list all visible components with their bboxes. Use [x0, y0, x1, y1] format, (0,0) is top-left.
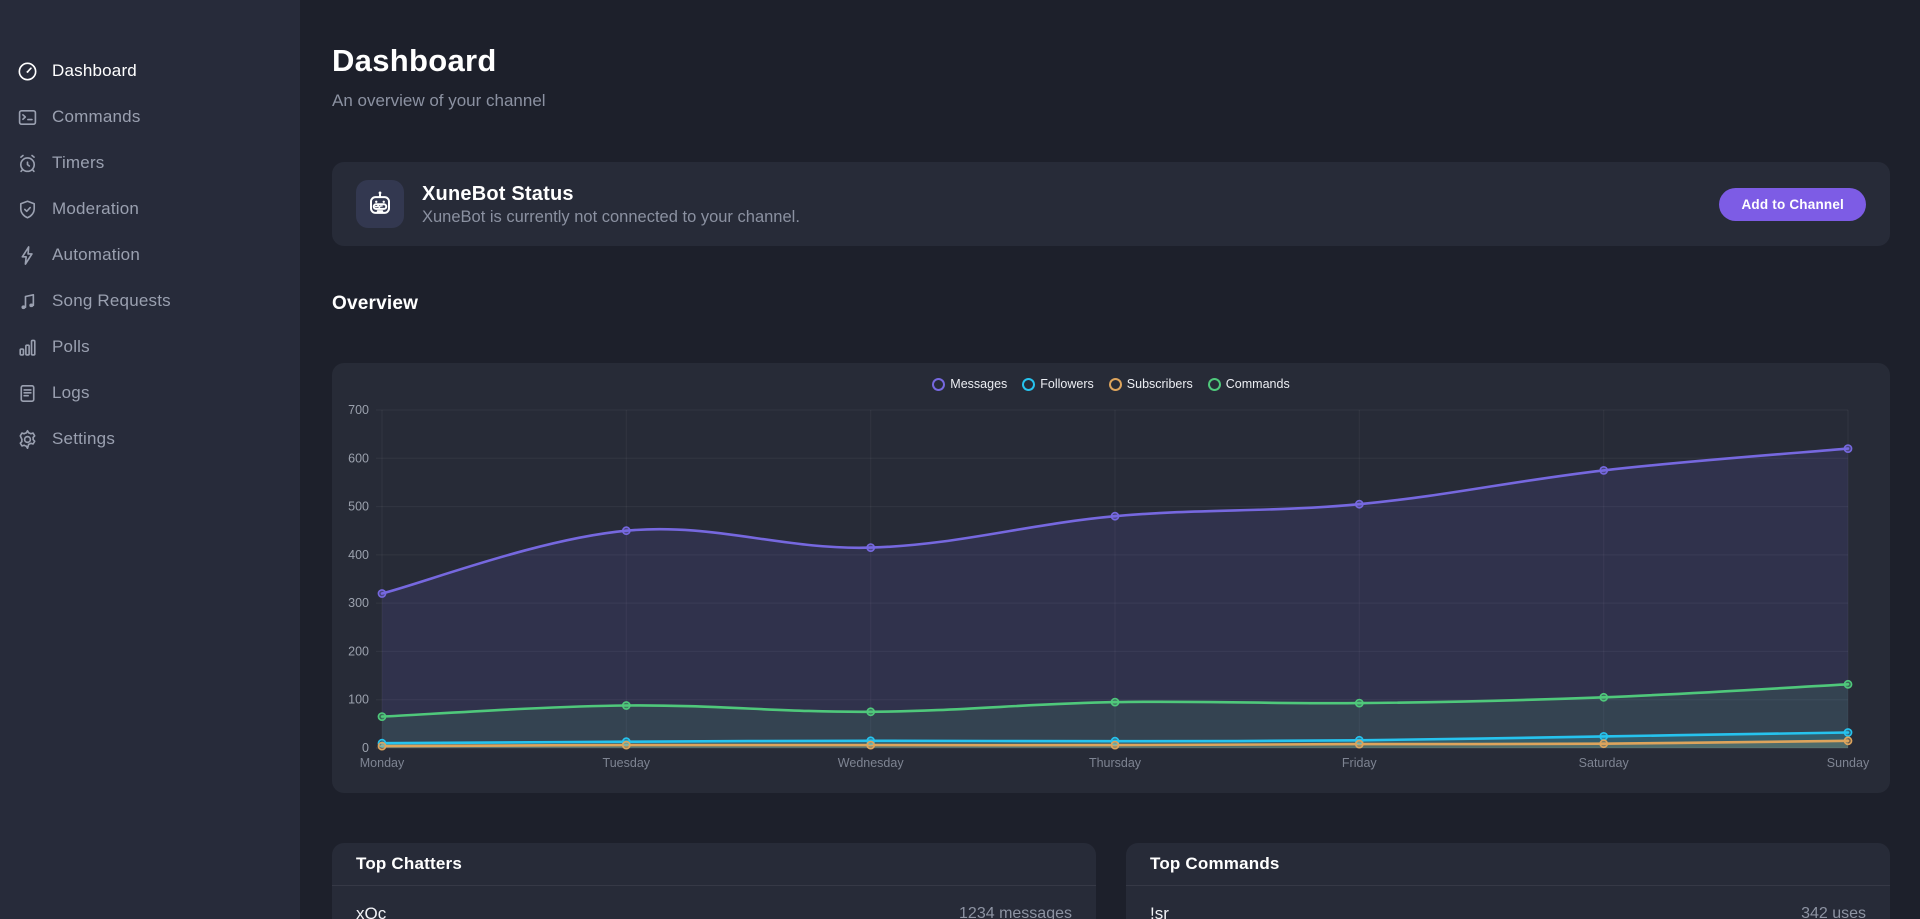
dashboard-icon [16, 60, 39, 83]
overview-heading: Overview [332, 293, 1890, 315]
sidebar-item-song-requests[interactable]: Song Requests [0, 278, 300, 324]
page-title: Dashboard [332, 42, 1890, 80]
gear-icon [16, 428, 39, 451]
alarm-clock-icon [16, 152, 39, 175]
sidebar-item-label: Logs [52, 383, 90, 403]
sidebar: Dashboard Commands Timers Moderation Automat… [0, 0, 300, 919]
svg-text:Thursday: Thursday [1089, 756, 1142, 770]
legend-item-followers[interactable]: Followers [1022, 377, 1094, 391]
sidebar-item-label: Commands [52, 107, 141, 127]
sidebar-item-automation[interactable]: Automation [0, 232, 300, 278]
svg-text:Monday: Monday [360, 756, 405, 770]
svg-text:400: 400 [348, 548, 369, 562]
sidebar-item-commands[interactable]: Commands [0, 94, 300, 140]
list-item: !sr 342 uses [1126, 886, 1890, 919]
list-item-value: 1234 messages [959, 905, 1072, 919]
svg-text:600: 600 [348, 451, 369, 465]
svg-text:0: 0 [362, 741, 369, 755]
svg-text:300: 300 [348, 596, 369, 610]
legend-swatch-commands [1208, 378, 1221, 391]
svg-text:500: 500 [348, 500, 369, 514]
sidebar-item-label: Timers [52, 153, 105, 173]
sidebar-item-label: Dashboard [52, 61, 137, 81]
lightning-icon [16, 244, 39, 267]
document-icon [16, 382, 39, 405]
list-item-name: xQc [356, 904, 386, 919]
top-chatters-list: xQc 1234 messages [332, 886, 1096, 919]
sidebar-item-label: Song Requests [52, 291, 171, 311]
svg-text:200: 200 [348, 644, 369, 658]
add-to-channel-button[interactable]: Add to Channel [1719, 188, 1866, 221]
terminal-icon [16, 106, 39, 129]
top-commands-title: Top Commands [1126, 843, 1890, 886]
status-description: XuneBot is currently not connected to yo… [422, 208, 800, 227]
status-title: XuneBot Status [422, 182, 800, 206]
sidebar-item-label: Moderation [52, 199, 139, 219]
sidebar-item-label: Polls [52, 337, 90, 357]
sidebar-item-settings[interactable]: Settings [0, 416, 300, 462]
sidebar-item-dashboard[interactable]: Dashboard [0, 48, 300, 94]
legend-label-subscribers: Subscribers [1127, 377, 1193, 391]
svg-text:100: 100 [348, 693, 369, 707]
legend-swatch-subscribers [1109, 378, 1122, 391]
list-item: xQc 1234 messages [332, 886, 1096, 919]
app-root: Dashboard Commands Timers Moderation Automat… [0, 0, 1920, 919]
legend-item-messages[interactable]: Messages [932, 377, 1007, 391]
bottom-cards-row: Top Chatters xQc 1234 messages Top Comman… [332, 843, 1890, 919]
sidebar-item-label: Settings [52, 429, 115, 449]
top-commands-card: Top Commands !sr 342 uses [1126, 843, 1890, 919]
legend-swatch-followers [1022, 378, 1035, 391]
list-item-name: !sr [1150, 904, 1169, 919]
legend-swatch-messages [932, 378, 945, 391]
overview-line-chart: 0 100 200 300 400 500 600 700 Monday Tuesday Wedne… [332, 363, 1890, 793]
legend-item-subscribers[interactable]: Subscribers [1109, 377, 1193, 391]
legend-label-followers: Followers [1040, 377, 1094, 391]
svg-text:Tuesday: Tuesday [603, 756, 651, 770]
svg-text:Wednesday: Wednesday [838, 756, 905, 770]
sidebar-item-timers[interactable]: Timers [0, 140, 300, 186]
overview-chart-card: Messages Followers Subscribers Commands 0 10… [332, 363, 1890, 793]
svg-text:700: 700 [348, 403, 369, 417]
legend-label-messages: Messages [950, 377, 1007, 391]
top-chatters-card: Top Chatters xQc 1234 messages [332, 843, 1096, 919]
top-commands-list: !sr 342 uses [1126, 886, 1890, 919]
top-chatters-title: Top Chatters [332, 843, 1096, 886]
svg-text:Sunday: Sunday [1827, 756, 1870, 770]
robot-icon [356, 180, 404, 228]
bar-chart-icon [16, 336, 39, 359]
sidebar-item-moderation[interactable]: Moderation [0, 186, 300, 232]
svg-text:Friday: Friday [1342, 756, 1377, 770]
chart-legend: Messages Followers Subscribers Commands [332, 377, 1890, 391]
legend-label-commands: Commands [1226, 377, 1290, 391]
sidebar-nav: Dashboard Commands Timers Moderation Automat… [0, 48, 300, 462]
music-note-icon [16, 290, 39, 313]
sidebar-item-polls[interactable]: Polls [0, 324, 300, 370]
main-content: Dashboard An overview of your channel Xu… [300, 0, 1920, 919]
shield-icon [16, 198, 39, 221]
list-item-value: 342 uses [1801, 905, 1866, 919]
sidebar-item-label: Automation [52, 245, 140, 265]
status-card: XuneBot Status XuneBot is currently not … [332, 162, 1890, 246]
sidebar-item-logs[interactable]: Logs [0, 370, 300, 416]
page-subtitle: An overview of your channel [332, 90, 1890, 112]
legend-item-commands[interactable]: Commands [1208, 377, 1290, 391]
svg-text:Saturday: Saturday [1579, 756, 1630, 770]
status-text: XuneBot Status XuneBot is currently not … [422, 182, 800, 227]
